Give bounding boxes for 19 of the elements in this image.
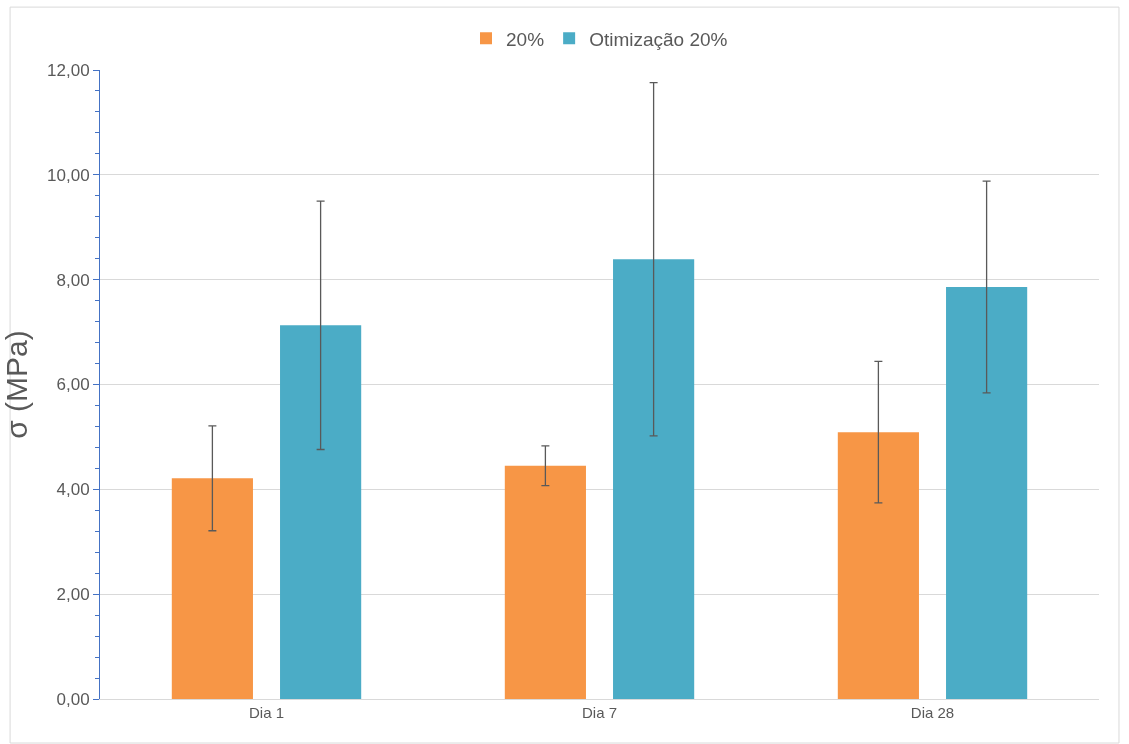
- y-tick-label: 10,00: [47, 165, 90, 185]
- y-tick-label: 12,00: [47, 60, 90, 80]
- bar: [946, 287, 1028, 699]
- bar: [837, 432, 919, 699]
- bar: [504, 465, 586, 699]
- x-tick-label: Dia 28: [910, 704, 955, 721]
- legend-label: Otimização 20%: [589, 28, 728, 50]
- y-tick-label: 2,00: [56, 585, 90, 605]
- y-tick-label: 4,00: [56, 480, 90, 500]
- legend-label: 20%: [506, 28, 545, 50]
- bar: [613, 259, 695, 699]
- bar: [280, 325, 362, 699]
- x-tick-label: Dia 7: [581, 704, 618, 721]
- bar: [171, 478, 253, 699]
- y-tick-label: 0,00: [56, 689, 90, 709]
- y-tick-label: 8,00: [56, 270, 90, 290]
- y-tick-label: 6,00: [56, 375, 90, 395]
- y-axis-title: σ (MPa): [0, 330, 33, 439]
- x-tick-label: Dia 1: [248, 704, 285, 721]
